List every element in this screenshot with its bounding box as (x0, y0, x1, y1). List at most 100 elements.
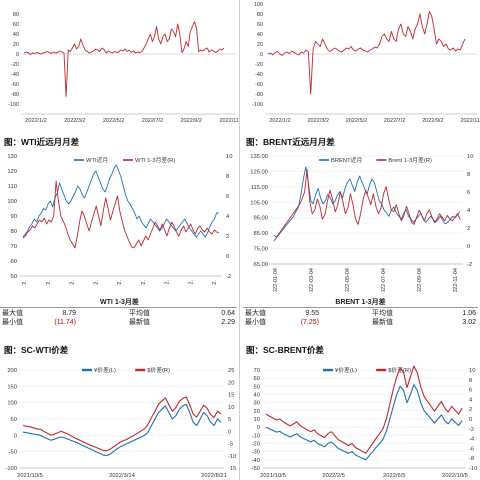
stat-value: 9.55 (305, 310, 319, 317)
x-tick-label: 2022/9/2 (422, 118, 443, 124)
x-tick-label: 2022-07-04 (381, 268, 387, 292)
y-tick-label: 80 (257, 12, 263, 18)
legend-label: ¥价差(L) (94, 366, 116, 374)
y-left-tick-label: 70 (254, 368, 260, 374)
y-left-tick-label: 10 (254, 417, 260, 423)
stat-value: 1.06 (462, 310, 476, 317)
brent-stats-table: 最大值 9.55 平均值 1.06 最小值 (7.25) 最新值 3.02 (243, 309, 478, 327)
y-left-tick-label: -20 (252, 442, 260, 448)
y-left-tick-label: 90 (11, 214, 17, 220)
stat-label: 最大值 (245, 310, 266, 317)
chart-top-right: -100 -80 -60 -40 -20 0 20 40 60 80 100 2022/1/2 2022… (252, 2, 480, 124)
y-left-tick-label: 50 (11, 417, 17, 423)
x-tick-label: 2. (22, 280, 28, 285)
y-right-tick-label: 0 (228, 429, 231, 435)
x-tick-label: 2022/10/5 (442, 473, 468, 479)
y-left-tick-label: 100 (7, 199, 17, 205)
x-tick-label: 2022-01-04 (273, 268, 279, 292)
y-right-tick-label: 4 (226, 214, 230, 220)
series-line (267, 11, 466, 95)
y-left-tick-label: 65.00 (253, 262, 268, 268)
y-left-tick-label: 60 (11, 259, 17, 265)
stat-label: 最新值 (129, 319, 150, 326)
x-tick-label: 2022/8/21 (201, 473, 227, 479)
legend-label: WTI近月 (86, 156, 108, 164)
y-tick-label: 0 (260, 52, 263, 58)
y-tick-label: -80 (255, 92, 263, 98)
y-right-tick-label: 4 (469, 397, 473, 403)
x-tick-label: 2. (188, 280, 194, 285)
y-left-tick-label: 0 (14, 433, 17, 439)
series-line (22, 180, 220, 249)
y-left-tick-label: 150 (7, 384, 17, 390)
stat-value: (11.74) (54, 319, 76, 326)
x-tick-label: 2022-03-04 (309, 268, 315, 292)
y-right-tick-label: 6 (226, 194, 229, 200)
stat-value: 0.64 (221, 310, 235, 317)
y-left-tick-label: -100 (5, 466, 17, 472)
y-right-tick-label: 2 (467, 226, 470, 232)
y-right-tick-label: 6 (469, 388, 472, 394)
series-line (273, 166, 461, 242)
chart-wti-spread: 50 60 70 80 90 100 110 120 130 -2 0 2 4 6 8 10 2. 2. 2. 2. 2… (7, 154, 232, 285)
table-row: 最小值 (11.74) 最新值 2.29 (0, 318, 237, 327)
stat-value: 2.29 (221, 319, 235, 326)
y-tick-label: 20 (13, 42, 19, 48)
y-right-tick-label: 25 (228, 368, 234, 374)
x-tick-label: 2022/2/5 (322, 473, 345, 479)
series-line (22, 396, 222, 452)
y-left-tick-label: 95.00 (253, 216, 268, 222)
x-tick-label: 2. (212, 280, 218, 285)
y-right-tick-label: 4 (467, 208, 471, 214)
y-tick-label: -80 (11, 92, 19, 98)
y-left-tick-label: 70 (11, 244, 17, 250)
y-right-tick-label: 0 (226, 254, 229, 260)
stat-value: 8.79 (62, 310, 76, 317)
y-tick-label: 40 (13, 32, 19, 38)
vertical-divider (239, 0, 240, 480)
legend-label: $价差(R) (147, 366, 170, 374)
stat-label: 最小值 (245, 319, 266, 326)
y-left-tick-label: 200 (7, 368, 17, 374)
series-line (265, 365, 463, 454)
chart-sc-wti: -100-50050100150200-15-10-50510152025202… (5, 366, 236, 479)
x-tick-label: 2022-09-04 (417, 268, 423, 292)
y-right-tick-label: 10 (226, 154, 232, 160)
y-tick-label: -60 (11, 82, 19, 88)
chart-brent-spread: 65.00 75.00 85.00 95.00 105.00 115.00 125.00 13… (250, 154, 473, 292)
y-left-tick-label: 120 (7, 169, 17, 175)
brent-stats-title: BRENT 1-3月差 (335, 299, 386, 306)
y-right-tick-label: -2 (226, 274, 231, 280)
x-tick-label: 2. (93, 280, 99, 285)
y-right-tick-label: 15 (228, 393, 234, 399)
y-right-tick-label: 2 (469, 407, 472, 413)
y-left-tick-label: 50 (11, 274, 17, 280)
table-row: 最小值 (7.25) 最新值 3.02 (243, 318, 478, 327)
x-tick-label: 2022/11/ (460, 118, 480, 124)
y-right-tick-label: 0 (469, 417, 472, 423)
series-line (22, 164, 219, 238)
y-right-tick-label: -4 (469, 437, 475, 443)
wti-section-title: 图：WTI近远月月差 (4, 137, 80, 147)
y-right-tick-label: 6 (467, 190, 470, 196)
series-line (273, 169, 461, 238)
table-row: 最大值 9.55 平均值 1.06 (243, 309, 478, 318)
y-right-tick-label: -2 (469, 427, 474, 433)
y-right-tick-label: 8 (469, 378, 472, 384)
y-tick-label: -100 (252, 102, 263, 108)
y-tick-label: -40 (11, 72, 19, 78)
y-left-tick-label: -10 (252, 433, 260, 439)
stat-value: 3.02 (462, 319, 476, 326)
y-right-tick-label: -2 (467, 262, 472, 268)
legend-label: WTI 1-3月差(R) (135, 156, 175, 164)
y-left-tick-label: 110 (8, 184, 17, 190)
y-left-tick-label: 130 (7, 154, 17, 160)
x-tick-label: 2022/3/2 (307, 118, 328, 124)
y-tick-label: 60 (13, 22, 19, 28)
x-tick-label: 2022-11-04 (453, 268, 459, 292)
y-left-tick-label: 30 (254, 401, 260, 407)
y-right-tick-label: -10 (228, 454, 236, 460)
y-right-tick-label: 10 (469, 368, 475, 374)
y-tick-label: -20 (11, 62, 19, 68)
stat-label: 最大值 (2, 310, 23, 317)
